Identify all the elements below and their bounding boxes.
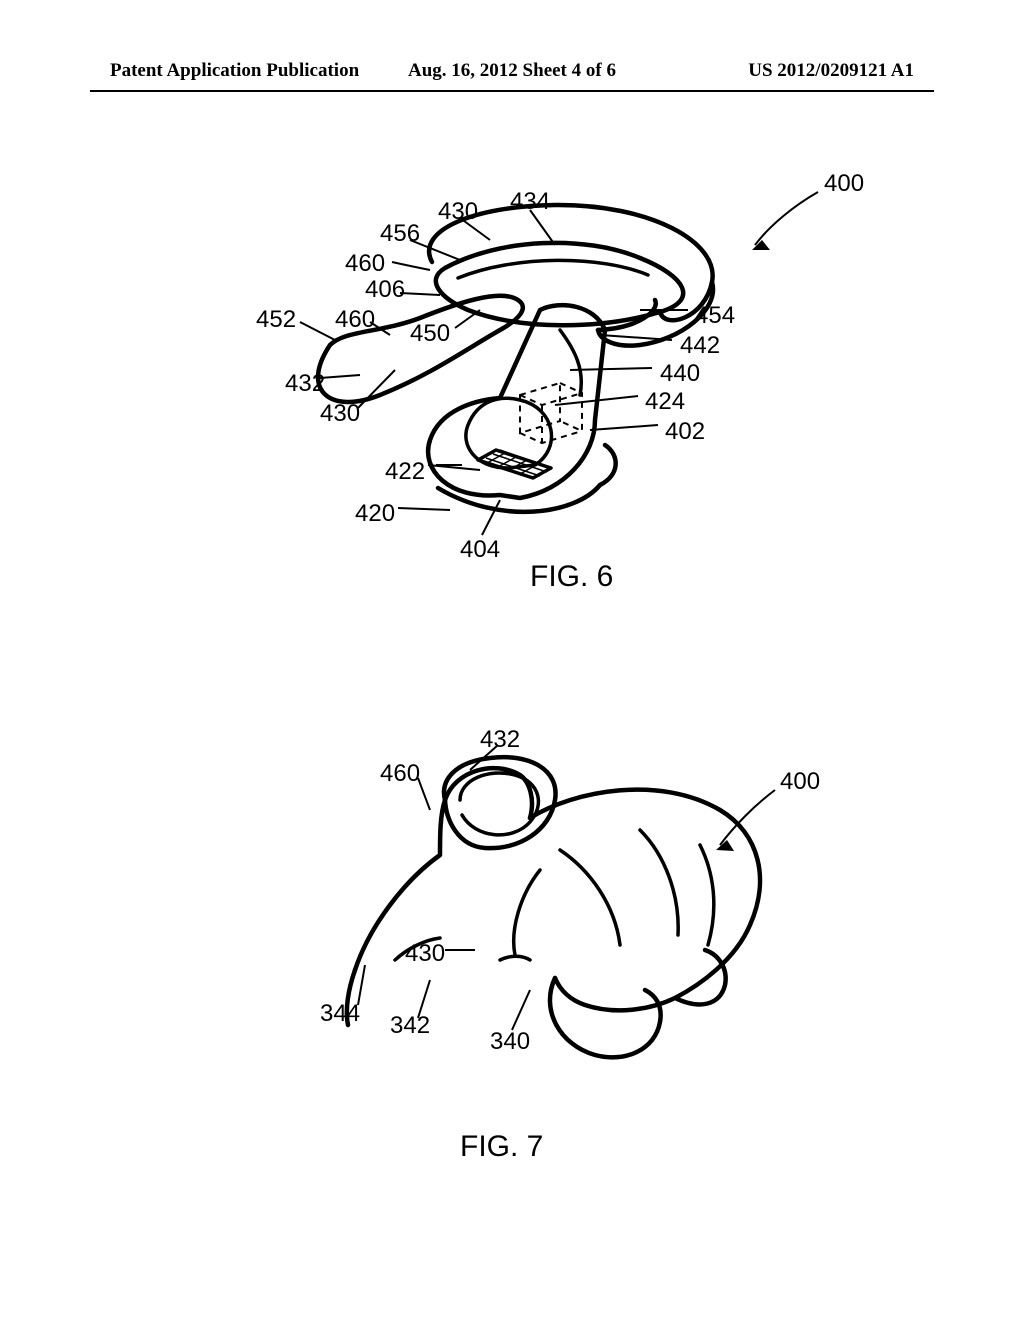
- label-460-f7: 460: [380, 760, 420, 788]
- label-430-f7: 430: [405, 940, 445, 968]
- ref-400-fig7: 400: [780, 768, 820, 796]
- label-342: 342: [390, 1012, 430, 1040]
- label-344: 344: [320, 1000, 360, 1028]
- figure-7-drawing: [0, 0, 1024, 1200]
- label-432-f7: 432: [480, 726, 520, 754]
- ref-400-arrow-fig7: [716, 790, 775, 851]
- label-340: 340: [490, 1028, 530, 1056]
- fig7-caption: FIG. 7: [460, 1130, 543, 1164]
